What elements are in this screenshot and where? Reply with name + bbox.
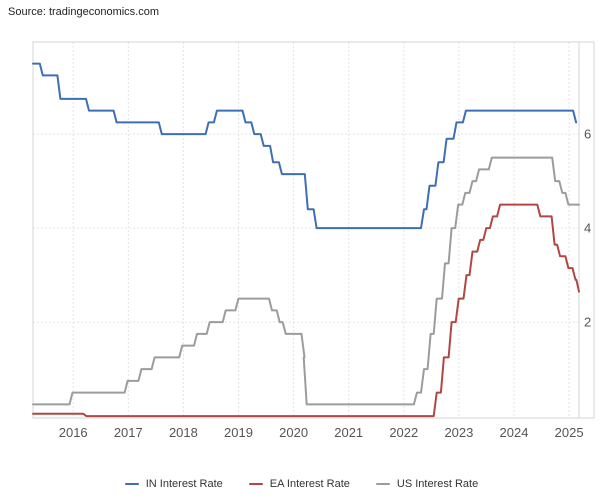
plot-border	[32, 41, 595, 419]
y-tick-label: 2	[584, 315, 591, 330]
legend-label-us-interest-rate: US Interest Rate	[396, 478, 479, 490]
x-tick-label: 2021	[334, 425, 363, 440]
x-tick-label: 2017	[114, 425, 143, 440]
series-line-us-interest-rate	[32, 156, 580, 406]
x-tick-label: 2019	[224, 425, 253, 440]
x-tick-label: 2023	[444, 425, 473, 440]
legend-swatch-us-interest-rate	[375, 483, 390, 485]
series-line-ea-interest-rate	[32, 203, 580, 418]
x-tick-label: 2020	[279, 425, 308, 440]
x-tick-label: 2022	[389, 425, 418, 440]
x-tick-label: 2018	[169, 425, 198, 440]
source-attribution: Source: tradingeconomics.com	[8, 6, 160, 18]
x-tick-label: 2016	[59, 425, 88, 440]
legend-label-ea-interest-rate: EA Interest Rate	[269, 478, 350, 490]
legend-item-in-interest-rate[interactable]: IN Interest Rate	[124, 478, 223, 490]
chart-legend: IN Interest Rate EA Interest Rate US Inter…	[0, 474, 603, 494]
y-tick-label: 4	[584, 221, 591, 236]
legend-item-us-interest-rate[interactable]: US Interest Rate	[375, 478, 479, 490]
x-tick-label: 2024	[500, 425, 529, 440]
y-tick-label: 6	[584, 127, 591, 142]
legend-swatch-ea-interest-rate	[248, 483, 263, 485]
x-tick-label: 2025	[555, 425, 584, 440]
legend-label-in-interest-rate: IN Interest Rate	[145, 478, 223, 490]
legend-item-ea-interest-rate[interactable]: EA Interest Rate	[248, 478, 350, 490]
series-line-in-interest-rate	[32, 62, 578, 230]
legend-swatch-in-interest-rate	[124, 483, 139, 485]
